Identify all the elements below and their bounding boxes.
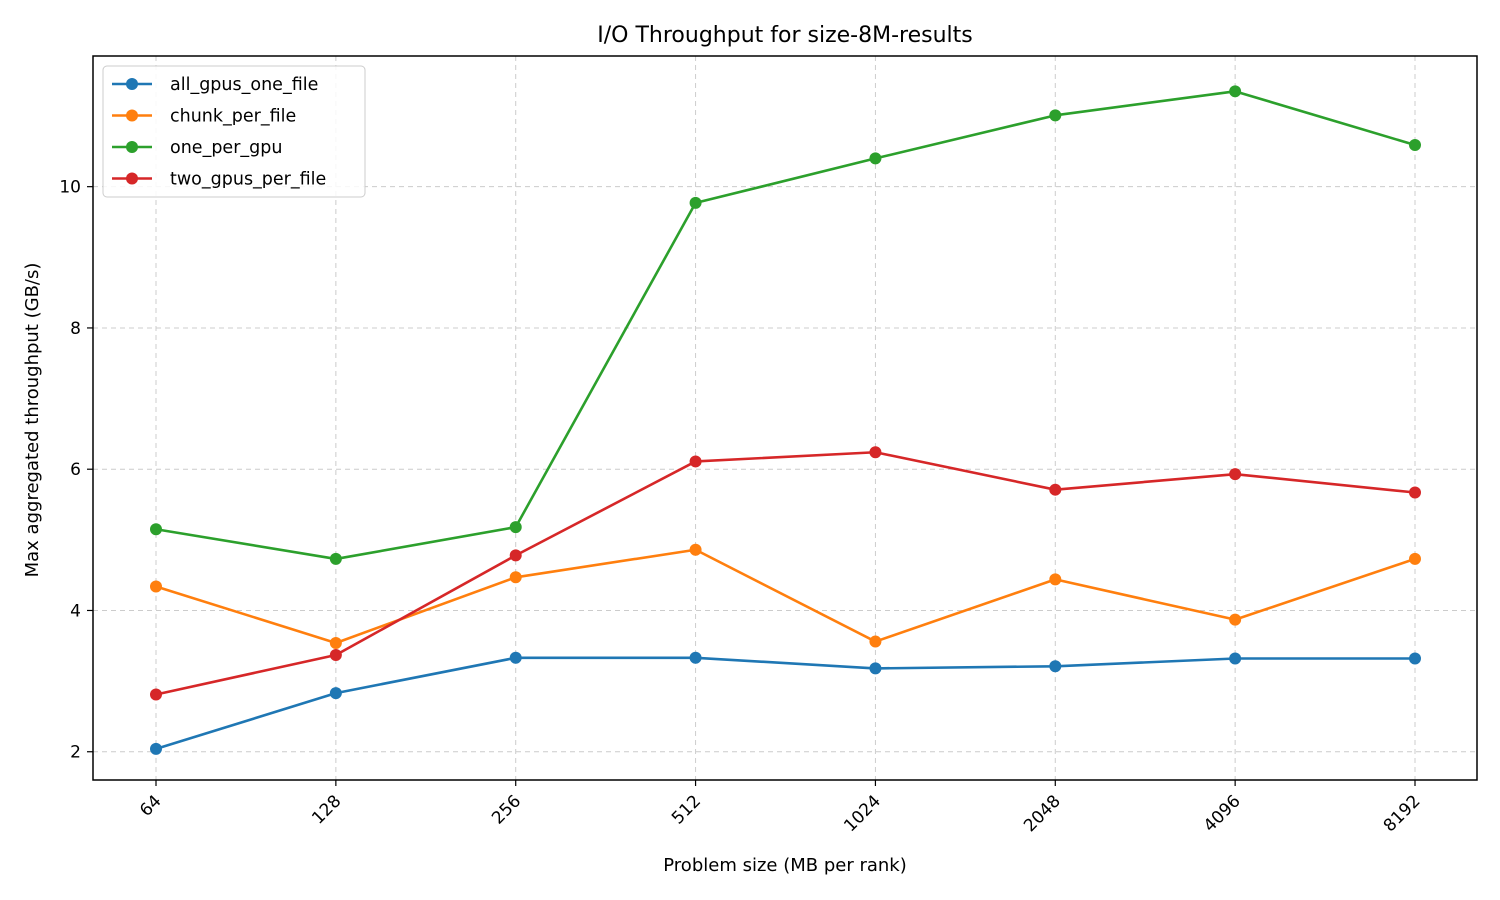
series-chunk_per_file	[150, 543, 1421, 649]
legend-item: two_gpus_per_file	[112, 170, 326, 190]
data-point	[329, 648, 342, 661]
data-point	[1049, 573, 1062, 586]
legend-marker	[126, 109, 138, 122]
data-point	[869, 662, 882, 675]
legend-marker	[126, 78, 138, 90]
data-point	[1049, 483, 1062, 496]
data-point	[1229, 652, 1242, 665]
y-tick-label: 4	[70, 601, 81, 621]
data-point	[150, 742, 162, 755]
data-point	[689, 543, 702, 556]
x-tick-label: 512	[668, 791, 705, 828]
data-point	[150, 523, 162, 536]
data-point	[509, 651, 522, 664]
x-tick-label: 1024	[840, 791, 885, 836]
y-tick-label: 2	[70, 743, 81, 763]
y-tick-label: 8	[70, 319, 81, 339]
legend-marker	[126, 141, 138, 153]
y-tick-label: 6	[70, 460, 81, 480]
data-point	[1049, 109, 1062, 122]
axes-frame	[92, 55, 1478, 781]
series-line	[155, 90, 1416, 561]
data-point	[1409, 652, 1421, 665]
data-point	[869, 446, 882, 459]
y-axis-ticks: 2 4 6 8 10	[59, 178, 93, 763]
x-tick-label: 256	[488, 791, 525, 828]
chart-title: I/O Throughput for size-8M-results	[597, 23, 972, 48]
data-point	[329, 636, 342, 649]
legend-item: chunk_per_file	[112, 107, 296, 127]
legend-marker	[126, 172, 138, 185]
data-point	[509, 571, 522, 584]
data-point	[689, 455, 702, 468]
x-tick-label: 8192	[1380, 791, 1425, 836]
data-point	[1049, 660, 1062, 673]
legend: all_gpus_one_file chunk_per_file one_per_g…	[102, 65, 366, 198]
y-tick-label: 10	[59, 178, 81, 198]
series-one_per_gpu	[150, 85, 1421, 565]
legend-item: one_per_gpu	[112, 138, 282, 158]
data-point	[689, 196, 702, 209]
data-point	[150, 688, 162, 701]
y-axis-label: Max aggregated throughput (GB/s)	[22, 263, 43, 578]
data-point	[509, 521, 522, 534]
data-point	[1229, 613, 1242, 626]
x-axis-ticks: 64 128 256 512 1024 2048 4096 8192	[136, 780, 1425, 836]
x-tick-label: 2048	[1020, 791, 1065, 836]
series-line	[155, 450, 1416, 696]
data-point	[689, 651, 702, 664]
data-point	[1409, 138, 1421, 151]
data-point	[869, 635, 882, 648]
legend-label: all_gpus_one_file	[170, 75, 318, 95]
series-all_gpus_one_file	[150, 651, 1421, 755]
series-two_gpus_per_file	[150, 446, 1421, 701]
x-tick-label: 64	[136, 791, 165, 820]
x-tick-label: 128	[308, 791, 345, 828]
x-tick-label: 4096	[1200, 791, 1245, 836]
series-line	[155, 656, 1415, 751]
data-point	[1409, 486, 1421, 499]
data-point	[150, 580, 162, 593]
x-axis-label: Problem size (MB per rank)	[663, 855, 906, 876]
data-point	[329, 687, 342, 700]
legend-item: all_gpus_one_file	[112, 75, 318, 95]
plot-series	[150, 85, 1421, 755]
legend-label: one_per_gpu	[170, 138, 282, 158]
legend-label: chunk_per_file	[170, 107, 296, 127]
data-point	[869, 152, 882, 165]
legend-label: two_gpus_per_file	[170, 170, 326, 190]
series-line	[155, 548, 1416, 645]
data-point	[329, 552, 342, 565]
data-point	[509, 549, 522, 562]
data-point	[1409, 552, 1421, 565]
legend-box	[102, 65, 366, 198]
data-point	[1229, 468, 1242, 481]
data-point	[1229, 85, 1242, 98]
